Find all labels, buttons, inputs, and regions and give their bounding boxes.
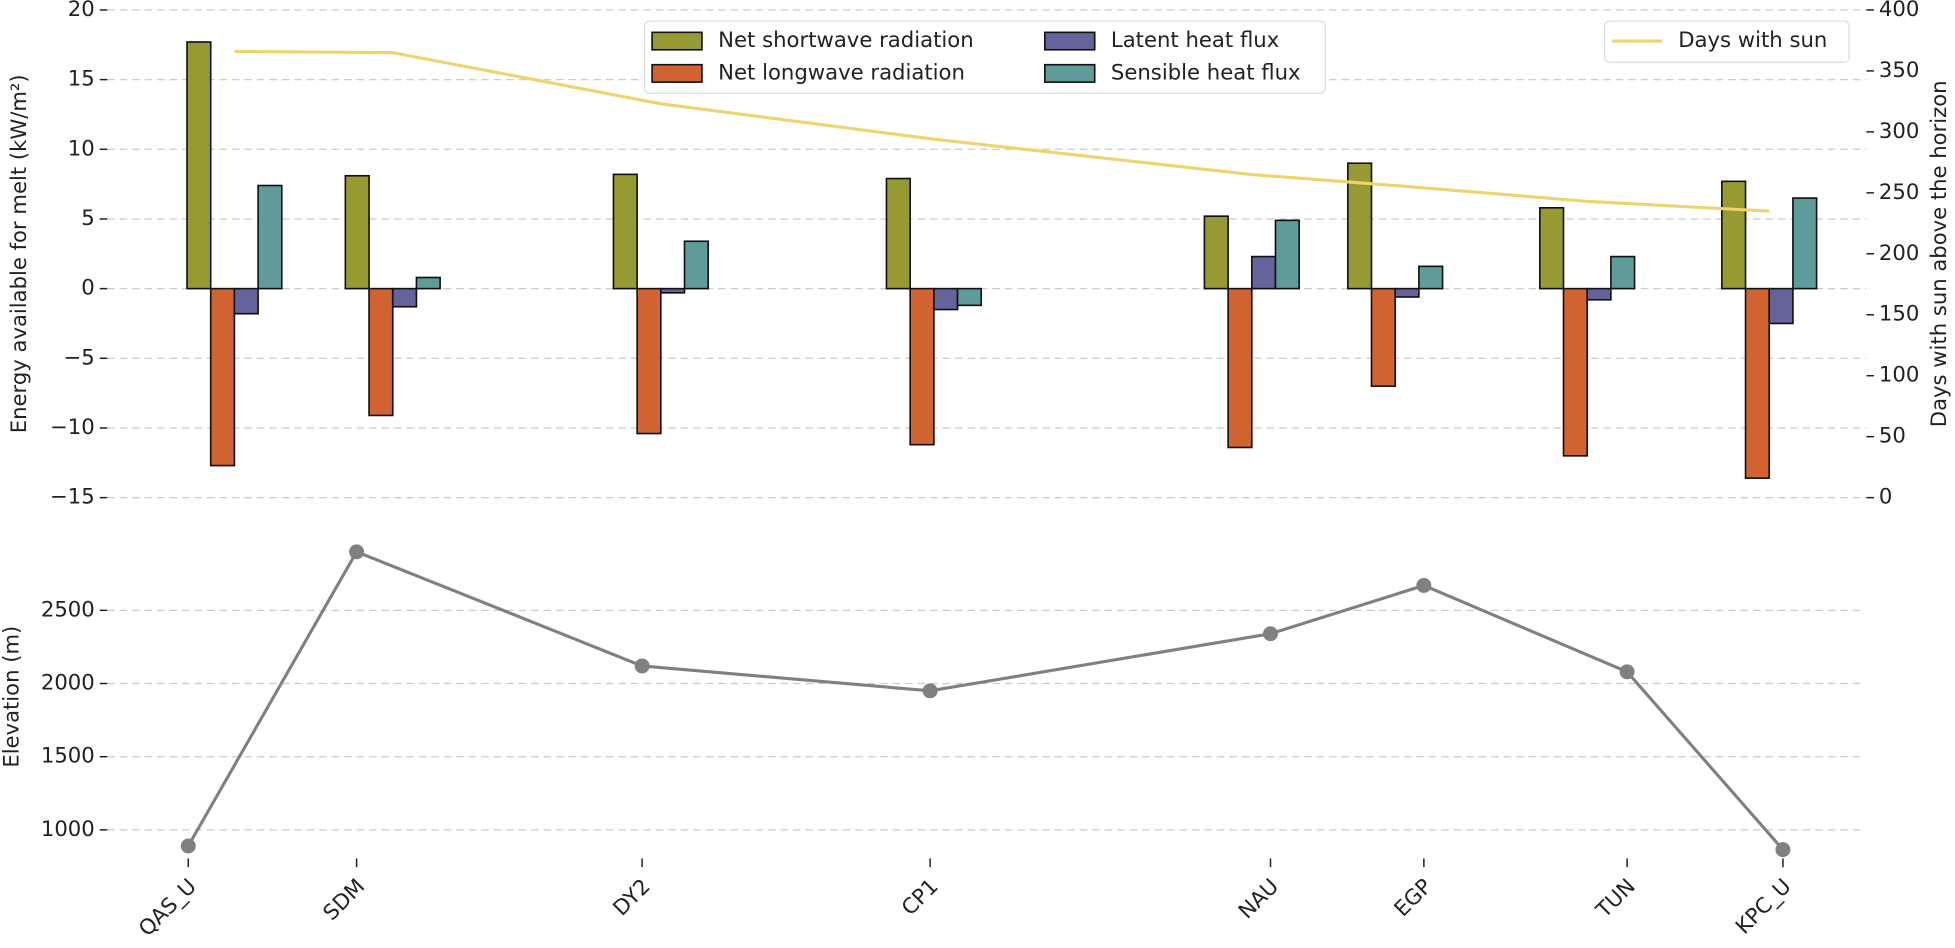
bar bbox=[1792, 197, 1818, 290]
y-tick-label: 2000 bbox=[41, 670, 95, 695]
legend-label: Net shortwave radiation bbox=[718, 27, 973, 52]
y-tick-label: 10 bbox=[68, 135, 95, 160]
legend-label: Latent heat flux bbox=[1111, 27, 1279, 52]
bar bbox=[659, 287, 686, 294]
legend-label: Net longwave radiation bbox=[718, 59, 965, 84]
y2-tick-label: 50 bbox=[1879, 423, 1906, 448]
bar bbox=[636, 287, 662, 435]
bar bbox=[933, 287, 959, 311]
point bbox=[1416, 577, 1432, 593]
bar bbox=[1346, 162, 1373, 290]
bar bbox=[885, 177, 911, 290]
y2-tick-label: 0 bbox=[1879, 484, 1892, 509]
x-tick-label: CP1 bbox=[896, 873, 943, 920]
point bbox=[349, 544, 365, 560]
bar bbox=[344, 174, 370, 290]
bar bbox=[1586, 287, 1612, 301]
y2-tick-label: 250 bbox=[1879, 179, 1919, 204]
bar bbox=[1562, 287, 1589, 457]
legend-swatch bbox=[651, 63, 703, 83]
y2-tick-label: 200 bbox=[1879, 240, 1919, 265]
bar bbox=[1768, 287, 1794, 325]
y-axis-label: Energy available for melt (kW/m²) bbox=[6, 74, 31, 433]
bar bbox=[1370, 287, 1396, 387]
y-axis-label: Elevation (m) bbox=[0, 626, 23, 768]
bar bbox=[186, 41, 212, 290]
bar bbox=[612, 173, 638, 290]
x-tick-label: EGP bbox=[1389, 873, 1437, 921]
x-tick-label: TUN bbox=[1590, 873, 1640, 923]
y2-tick-label: 100 bbox=[1879, 362, 1919, 387]
point bbox=[1619, 664, 1635, 680]
bar bbox=[1744, 287, 1771, 479]
line bbox=[234, 49, 1770, 213]
legend-label: Sensible heat flux bbox=[1111, 59, 1301, 84]
bar bbox=[909, 287, 935, 446]
y-tick-label: 5 bbox=[81, 205, 94, 230]
line bbox=[186, 549, 1785, 851]
x-tick-label: NAU bbox=[1233, 873, 1283, 923]
bar bbox=[1203, 215, 1229, 290]
y-tick-label: −10 bbox=[50, 414, 95, 439]
bar bbox=[1394, 287, 1420, 298]
bar bbox=[1227, 287, 1253, 449]
y-tick-label: −5 bbox=[64, 344, 95, 369]
y-tick-label: 2500 bbox=[41, 596, 95, 621]
legend-swatch bbox=[1044, 63, 1096, 83]
bar bbox=[956, 287, 983, 307]
bar bbox=[257, 184, 283, 290]
point bbox=[1263, 626, 1278, 642]
bar bbox=[1721, 180, 1747, 290]
point bbox=[180, 838, 196, 854]
legend-box bbox=[1604, 20, 1850, 63]
bar bbox=[1418, 265, 1444, 290]
legend-label: Days with sun bbox=[1678, 27, 1827, 52]
y2-tick-label: 350 bbox=[1879, 57, 1919, 82]
x-tick-label: KPC_U bbox=[1730, 873, 1795, 938]
bar bbox=[209, 287, 236, 467]
x-tick-label: DY2 bbox=[608, 873, 655, 920]
y2-tick-label: 400 bbox=[1879, 0, 1919, 21]
bar bbox=[1539, 207, 1565, 290]
legend-swatch bbox=[1044, 31, 1096, 51]
point bbox=[634, 658, 650, 674]
y-tick-label: −15 bbox=[50, 484, 95, 509]
point bbox=[922, 683, 938, 699]
legend-swatch bbox=[651, 31, 703, 51]
bar bbox=[683, 240, 709, 290]
y2-tick-label: 150 bbox=[1879, 301, 1919, 326]
point bbox=[1775, 842, 1791, 858]
bar bbox=[1274, 219, 1300, 290]
x-tick-label: SDM bbox=[318, 873, 370, 925]
y-tick-label: 15 bbox=[68, 66, 95, 91]
y-tick-label: 0 bbox=[81, 275, 94, 300]
bar bbox=[368, 287, 394, 417]
legend-box bbox=[643, 20, 1326, 94]
bar bbox=[415, 276, 441, 290]
y-tick-label: 20 bbox=[68, 0, 95, 21]
y2-tick-label: 300 bbox=[1879, 118, 1919, 143]
bar bbox=[1250, 255, 1277, 290]
y-tick-label: 1500 bbox=[41, 743, 95, 768]
x-tick-label: QAS_U bbox=[133, 873, 201, 941]
bar bbox=[391, 287, 418, 308]
bar bbox=[233, 287, 259, 315]
y-tick-label: 1000 bbox=[41, 816, 95, 841]
y2-axis-label: Days with sun above the horizon bbox=[1926, 80, 1951, 427]
bar bbox=[1610, 255, 1636, 290]
